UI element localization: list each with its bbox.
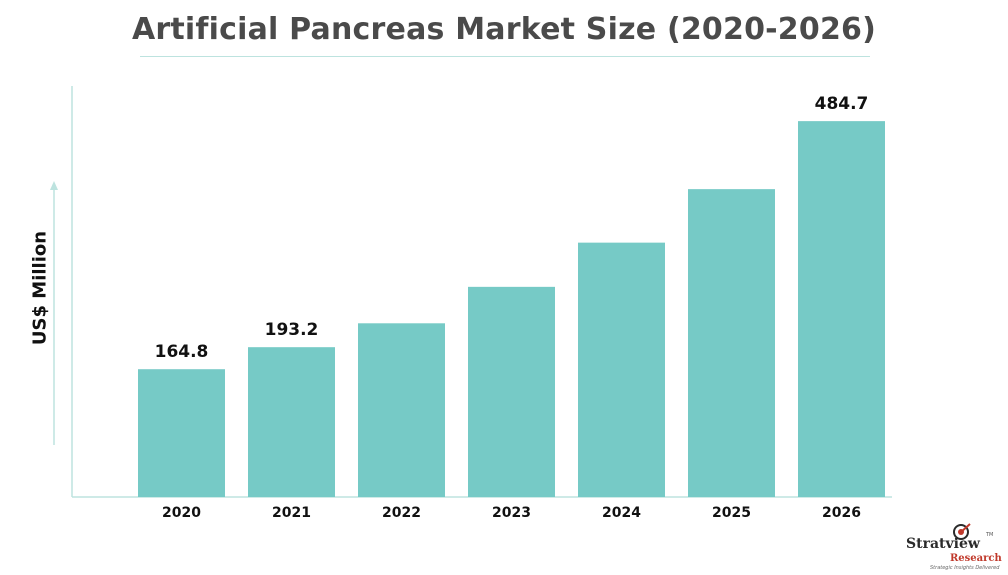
bar-2020 bbox=[138, 369, 225, 497]
logo-subtitle: Research bbox=[950, 553, 1002, 564]
target-icon bbox=[953, 523, 971, 540]
chart-title: Artificial Pancreas Market Size (2020-20… bbox=[131, 12, 877, 47]
bar-2021 bbox=[248, 347, 335, 497]
x-tick-2025: 2025 bbox=[712, 505, 751, 521]
data-label-2021: 193.2 bbox=[265, 320, 319, 340]
x-tick-2023: 2023 bbox=[492, 505, 531, 521]
bar-2024 bbox=[578, 242, 665, 497]
logo-name: Stratview bbox=[906, 536, 980, 552]
x-tick-2021: 2021 bbox=[272, 505, 311, 521]
growth-arrow-head-icon bbox=[50, 181, 58, 190]
bar-2025 bbox=[688, 189, 775, 497]
chart-bars bbox=[138, 121, 885, 497]
x-tick-2022: 2022 bbox=[382, 505, 421, 521]
x-tick-2026: 2026 bbox=[822, 505, 861, 521]
logo-trademark: TM bbox=[986, 532, 994, 538]
title-underline bbox=[140, 56, 870, 57]
logo-tagline: Strategic Insights Delivered bbox=[930, 565, 1000, 571]
x-tick-2024: 2024 bbox=[602, 505, 641, 521]
bar-2023 bbox=[468, 286, 555, 497]
bar-2026 bbox=[798, 121, 885, 497]
stratview-logo: Stratview TM Research Strategic Insights… bbox=[900, 522, 1004, 572]
data-label-2020: 164.8 bbox=[155, 342, 209, 362]
chart-tick-labels: 2020 2021 2022 2023 2024 2025 2026 bbox=[162, 505, 861, 521]
data-label-2026: 484.7 bbox=[815, 94, 869, 114]
y-axis-label: US$ Million bbox=[29, 230, 51, 346]
x-tick-2020: 2020 bbox=[162, 505, 201, 521]
chart-data-labels: 164.8 193.2 484.7 bbox=[155, 94, 869, 362]
bar-2022 bbox=[358, 323, 445, 497]
